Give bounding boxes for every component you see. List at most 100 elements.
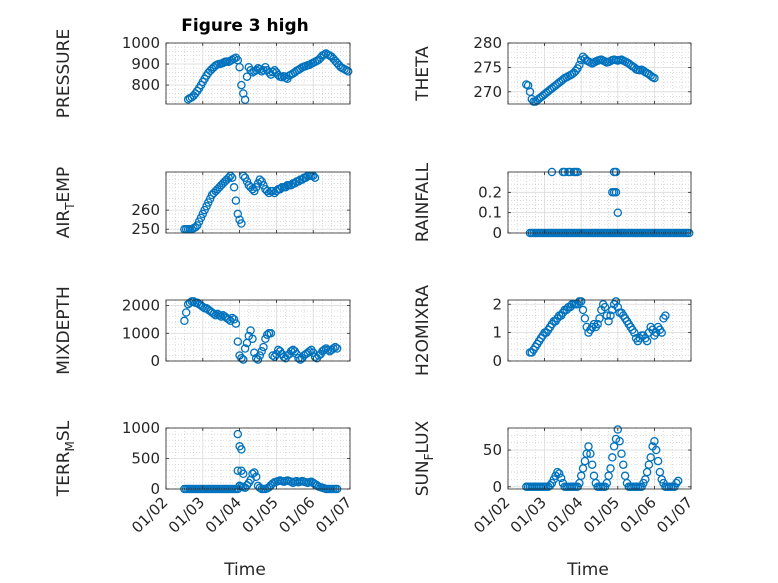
data-point (240, 95, 250, 105)
data-point (642, 336, 652, 346)
data-point (576, 297, 586, 306)
subplot-4: 0 0.1 0.2 RAINFALL (413, 162, 694, 242)
data-point (553, 467, 562, 477)
y-tick-label: 2000 (122, 297, 160, 315)
axes-box (507, 427, 692, 490)
data-point (233, 429, 243, 439)
y-tick-label: 0.2 (478, 183, 502, 201)
axes-box (165, 299, 351, 362)
data-point (239, 469, 248, 479)
figure-title: Figure 3 high (181, 16, 309, 36)
data-point (331, 342, 340, 352)
subplot-1: 800 900 1000 PRESSURE (54, 29, 353, 118)
y-axis-label: PRESSURE (54, 29, 74, 118)
axes-box (507, 299, 692, 362)
axes-box (165, 171, 351, 234)
data-point (580, 314, 590, 323)
data-point (255, 175, 265, 184)
data-point (343, 67, 353, 76)
y-tick-label: 280 (473, 34, 502, 52)
y-tick-label: 2 (492, 295, 502, 313)
y-tick-label: 275 (473, 58, 502, 76)
data-point (310, 173, 320, 182)
data-point (231, 196, 241, 205)
y-tick-label: 1000 (122, 419, 160, 437)
series-markers (522, 52, 659, 106)
data-point (215, 311, 224, 320)
data-point (209, 309, 219, 319)
data-point (646, 453, 655, 462)
data-point (673, 476, 683, 486)
subplot-2: 270 275 280 THETA (413, 34, 692, 106)
data-point (248, 334, 257, 344)
data-point (593, 319, 602, 329)
axes-box (507, 171, 692, 234)
data-point (587, 460, 597, 469)
y-tick-label: 260 (131, 201, 160, 219)
data-point (191, 223, 200, 232)
data-point (556, 473, 566, 483)
data-point (181, 308, 191, 317)
series-markers (522, 425, 683, 492)
data-point (235, 62, 244, 72)
data-point (253, 355, 263, 364)
data-point (237, 219, 246, 228)
y-tick-label: 1000 (122, 34, 160, 52)
data-point (305, 347, 314, 356)
minor-grid (508, 42, 691, 104)
data-point (657, 328, 666, 337)
data-point (554, 469, 564, 478)
data-point (250, 468, 259, 477)
data-point (606, 464, 615, 473)
y-tick-label: 1 (492, 324, 502, 342)
data-point (262, 330, 272, 339)
data-point (611, 188, 621, 197)
y-axis-label: H2OMIXRA (413, 285, 433, 376)
data-point (268, 351, 277, 360)
x-axis-label-right: Time (566, 560, 609, 580)
data-point (600, 302, 610, 312)
y-tick-label: 0 (150, 480, 160, 498)
data-point (196, 213, 206, 223)
data-point (242, 72, 252, 81)
data-point (653, 456, 663, 466)
y-axis-label: RAINFALL (413, 162, 433, 242)
data-point (619, 460, 628, 469)
data-point (257, 347, 266, 356)
data-point (224, 173, 233, 182)
data-point (246, 326, 255, 335)
minor-grid (508, 171, 691, 234)
data-point (575, 60, 584, 70)
subplot-6: 0 1 2 H2OMIXRA (413, 285, 692, 376)
data-point (613, 302, 623, 312)
data-point (246, 66, 255, 75)
y-axis-label: TERRMSL (54, 420, 77, 497)
data-point (672, 478, 681, 488)
data-point (650, 73, 659, 83)
data-point (266, 329, 276, 338)
data-point (231, 53, 241, 62)
y-tick-label: 250 (131, 220, 160, 238)
y-tick-label: 0 (492, 224, 502, 242)
data-point (604, 317, 613, 326)
y-tick-label: 0 (492, 478, 502, 496)
data-point (235, 481, 244, 491)
y-tick-label: 50 (483, 441, 502, 459)
subplot-5: 0 1000 2000 MIXDEPTH (54, 286, 351, 375)
data-point (237, 445, 246, 454)
y-tick-label: 900 (131, 55, 160, 73)
y-tick-label: 0.1 (478, 204, 502, 222)
data-point (259, 181, 268, 190)
data-point (237, 353, 246, 363)
data-point (611, 297, 621, 306)
data-point (255, 351, 265, 360)
y-tick-label: 0 (150, 352, 160, 370)
data-point (259, 342, 268, 352)
data-point (237, 80, 246, 90)
y-tick-label: 800 (131, 76, 160, 94)
data-point (578, 305, 588, 315)
data-point (602, 311, 612, 320)
data-point (630, 328, 639, 337)
